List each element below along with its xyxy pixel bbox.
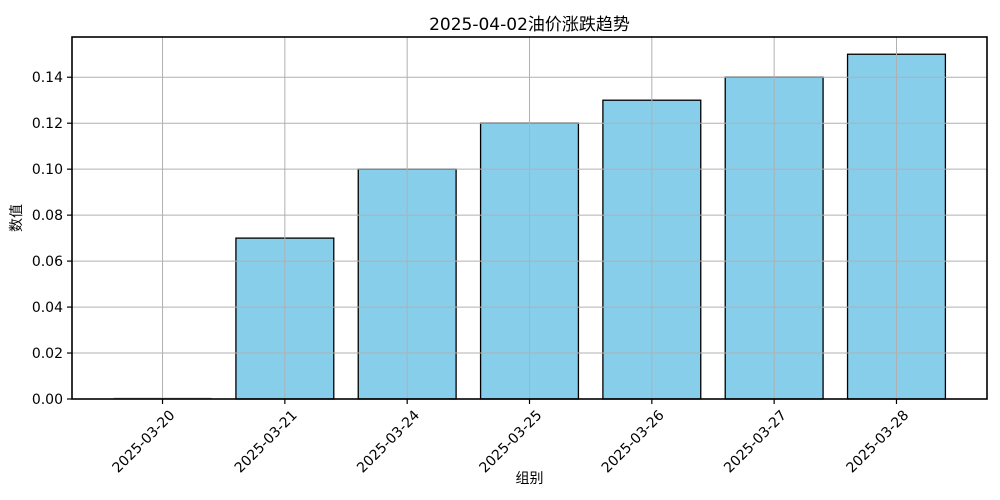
y-tick-label: 0.04 (32, 300, 63, 316)
x-tick-label: 2025-03-24 (354, 407, 423, 476)
x-tick-label: 2025-03-26 (599, 407, 668, 476)
x-tick-label: 2025-03-28 (843, 408, 912, 477)
y-tick-label: 0.00 (32, 392, 63, 408)
chart-title: 2025-04-02油价涨跌趋势 (429, 15, 630, 35)
y-tick-label: 0.10 (32, 162, 63, 178)
y-axis-label: 数值 (9, 204, 25, 232)
y-tick-label: 0.02 (32, 346, 63, 362)
x-tick-label: 2025-03-21 (232, 408, 301, 477)
x-axis-label: 组别 (515, 471, 544, 487)
x-tick-label: 2025-03-27 (721, 408, 790, 477)
y-tick-label: 0.08 (32, 208, 63, 224)
y-tick-label: 0.06 (32, 254, 63, 270)
plot-frame (71, 36, 988, 400)
y-tick-label: 0.12 (32, 116, 63, 132)
y-tick-label: 0.14 (32, 70, 63, 86)
x-tick-label: 2025-03-25 (476, 408, 545, 477)
x-tick-label: 2025-03-20 (109, 408, 178, 477)
